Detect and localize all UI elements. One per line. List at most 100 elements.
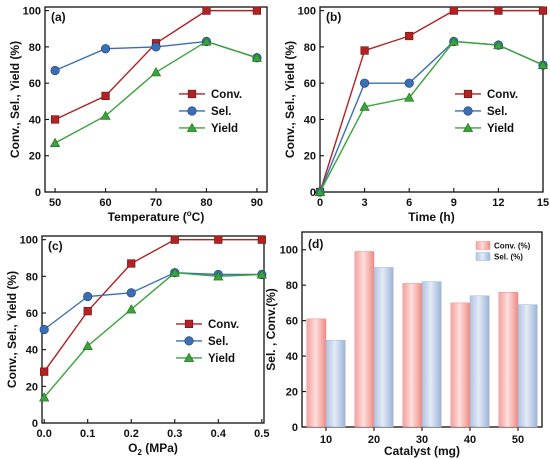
data-point-yield bbox=[251, 52, 263, 62]
data-point-sel bbox=[83, 291, 93, 302]
x-tick-label: 0.3 bbox=[167, 428, 182, 440]
panel-label: (c) bbox=[48, 239, 63, 253]
x-tick-label: 0.0 bbox=[37, 428, 52, 440]
data-point-yield bbox=[493, 39, 504, 50]
y-tick-label: 60 bbox=[26, 308, 38, 320]
x-tick-label: 80 bbox=[200, 197, 212, 209]
bar-sel bbox=[325, 339, 346, 428]
x-tick-label: 50 bbox=[49, 197, 61, 209]
legend-marker bbox=[183, 352, 195, 362]
x-tick-label: 6 bbox=[406, 197, 412, 209]
legend-marker bbox=[184, 336, 194, 346]
y-tick-label: 0 bbox=[310, 187, 316, 199]
data-point-sel bbox=[360, 78, 370, 88]
y-tick-label: 20 bbox=[286, 387, 298, 399]
panel-label: (b) bbox=[326, 10, 341, 24]
data-point-yield bbox=[256, 269, 267, 279]
x-tick-label: 50 bbox=[512, 434, 524, 446]
legend-swatch bbox=[475, 252, 491, 261]
x-tick-label: 15 bbox=[537, 197, 549, 209]
x-tick-label: 12 bbox=[492, 197, 504, 209]
series-line-conv bbox=[54, 9, 257, 121]
legend-label: Conv. bbox=[208, 319, 239, 331]
data-point-sel bbox=[404, 78, 414, 88]
legend-label: Sel. bbox=[208, 336, 228, 348]
legend-swatch bbox=[475, 241, 491, 250]
data-point-conv bbox=[83, 307, 92, 316]
data-point-yield bbox=[537, 59, 549, 70]
x-tick-label: 0.2 bbox=[124, 428, 139, 440]
series-line-conv bbox=[43, 238, 262, 373]
chart-panel-0: 0 20 40 60 80 100 50 60 70 80 90 (a) Conv. Sel. Yield C… bbox=[8, 6, 268, 224]
x-tick-label: 40 bbox=[464, 434, 476, 446]
data-point-yield bbox=[150, 67, 162, 77]
x-tick-label: 9 bbox=[451, 197, 457, 209]
y-tick-label: 100 bbox=[298, 6, 316, 18]
data-point-conv bbox=[449, 6, 458, 15]
data-point-conv bbox=[494, 6, 503, 15]
y-tick-label: 60 bbox=[304, 78, 316, 90]
x-axis-label-part: o bbox=[187, 209, 192, 218]
x-axis-label-part: (MPa) bbox=[142, 441, 178, 455]
x-axis-label: O2 (MPa) bbox=[128, 441, 178, 457]
panel-label: (d) bbox=[308, 237, 323, 251]
data-point-yield bbox=[314, 186, 326, 196]
data-point-yield bbox=[213, 271, 224, 281]
bar-conv bbox=[450, 302, 471, 428]
chart-panel-1: 0 20 40 60 80 100 0 3 6 9 12 15 (b) Conv. Sel. Yield Con… bbox=[283, 6, 549, 224]
y-tick-label: 40 bbox=[286, 351, 298, 363]
data-point-yield bbox=[359, 101, 370, 111]
data-point-sel bbox=[126, 288, 136, 298]
data-point-yield bbox=[49, 137, 61, 148]
y-tick-label: 20 bbox=[304, 151, 316, 163]
x-tick-label: 0.4 bbox=[211, 428, 227, 440]
x-tick-label: 60 bbox=[99, 197, 111, 209]
y-tick-label: 100 bbox=[20, 235, 38, 247]
data-point-yield bbox=[448, 36, 459, 46]
series-line-conv bbox=[319, 9, 543, 193]
x-tick-label: 3 bbox=[362, 197, 368, 209]
data-point-yield bbox=[82, 340, 93, 350]
legend-marker bbox=[463, 106, 473, 116]
y-tick-label: 0 bbox=[35, 187, 41, 199]
x-axis-label-part: O bbox=[128, 441, 137, 455]
x-tick-label: 70 bbox=[150, 197, 162, 209]
legend-label: Yield bbox=[487, 123, 514, 135]
x-axis-label: Time (h) bbox=[408, 210, 454, 224]
y-tick-label: 100 bbox=[23, 6, 41, 18]
y-tick-label: 80 bbox=[304, 42, 316, 54]
x-tick-label: 0.5 bbox=[254, 428, 269, 440]
data-point-yield bbox=[126, 304, 137, 314]
y-axis-label: Conv., Sel., Yield (%) bbox=[8, 41, 22, 158]
legend-label: Yield bbox=[208, 353, 235, 365]
legend-label: Conv. bbox=[487, 89, 518, 101]
data-point-yield bbox=[100, 110, 111, 120]
panel-label: (a) bbox=[51, 10, 66, 24]
y-tick-label: 40 bbox=[26, 345, 38, 357]
data-point-yield bbox=[169, 267, 180, 277]
bar-conv bbox=[306, 318, 327, 428]
legend-marker bbox=[187, 89, 197, 99]
y-tick-label: 80 bbox=[26, 271, 38, 283]
y-tick-label: 100 bbox=[280, 245, 298, 257]
legend-marker bbox=[463, 89, 473, 99]
data-point-sel bbox=[100, 44, 111, 54]
legend-label: Yield bbox=[211, 123, 238, 135]
x-tick-label: 0 bbox=[317, 197, 323, 209]
data-point-yield bbox=[39, 392, 50, 402]
bar-sel bbox=[469, 295, 490, 428]
y-axis-label: Conv., Sel., Yield (%) bbox=[283, 41, 297, 158]
x-tick-label: 90 bbox=[251, 197, 263, 209]
y-tick-label: 80 bbox=[29, 42, 41, 54]
legend-marker bbox=[186, 122, 198, 132]
y-tick-label: 20 bbox=[26, 381, 38, 393]
bar-conv bbox=[402, 283, 423, 428]
y-tick-label: 60 bbox=[286, 316, 298, 328]
data-point-conv bbox=[252, 6, 262, 15]
bar-sel bbox=[517, 304, 538, 428]
y-tick-label: 80 bbox=[286, 280, 298, 292]
legend-marker bbox=[187, 106, 197, 116]
data-point-conv bbox=[101, 91, 110, 100]
data-point-yield bbox=[201, 36, 212, 46]
x-axis-label: Temperature (oC) bbox=[108, 209, 205, 224]
